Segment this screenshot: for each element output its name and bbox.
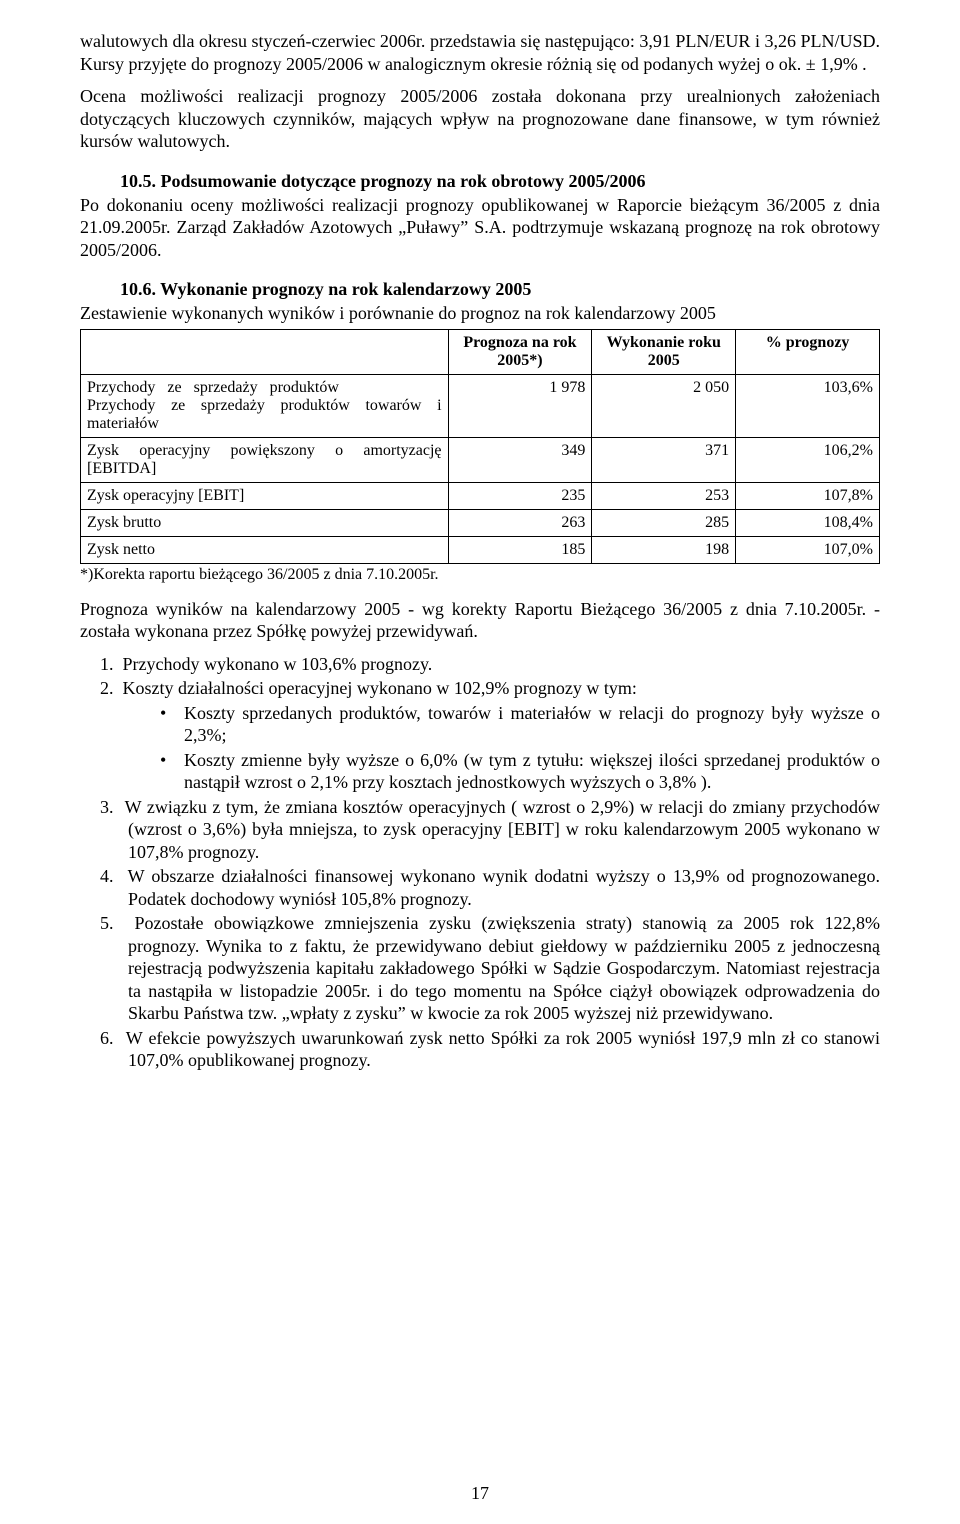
table-cell: 185 bbox=[448, 536, 592, 563]
table-cell: 253 bbox=[592, 482, 736, 509]
table-cell-label: Zysk netto bbox=[81, 536, 449, 563]
bullet-item: Koszty zmienne były wyższe o 6,0% (w tym… bbox=[160, 749, 880, 794]
table-cell: 2 050 bbox=[592, 374, 736, 437]
list-item-number: 4. bbox=[100, 866, 114, 886]
page-number: 17 bbox=[0, 1483, 960, 1504]
table-cell: 107,0% bbox=[736, 536, 880, 563]
intro-paragraph-2: Ocena możliwości realizacji prognozy 200… bbox=[80, 85, 880, 153]
table-cell: 371 bbox=[592, 437, 736, 482]
table-cell: 263 bbox=[448, 509, 592, 536]
after-table-paragraph: Prognoza wyników na kalendarzowy 2005 - … bbox=[80, 598, 880, 643]
table-row: Zysk netto 185 198 107,0% bbox=[81, 536, 880, 563]
table-cell: 108,4% bbox=[736, 509, 880, 536]
table-cell: 349 bbox=[448, 437, 592, 482]
list-item-text: W efekcie powyższych uwarunkowań zysk ne… bbox=[126, 1028, 880, 1071]
table-cell: 285 bbox=[592, 509, 736, 536]
list-item-number: 5. bbox=[100, 913, 114, 933]
list-item-text: Przychody wykonano w 103,6% prognozy. bbox=[123, 654, 433, 674]
table-cell: 107,8% bbox=[736, 482, 880, 509]
table-header-row: Prognoza na rok 2005*) Wykonanie roku 20… bbox=[81, 329, 880, 374]
section-10-6-intro: Zestawienie wykonanych wyników i porówna… bbox=[80, 302, 880, 325]
table-cell-label: Zysk operacyjny powiększony o amortyzacj… bbox=[81, 437, 449, 482]
table-cell: 106,2% bbox=[736, 437, 880, 482]
forecast-table: Prognoza na rok 2005*) Wykonanie roku 20… bbox=[80, 329, 880, 564]
list-item: 2. Koszty działalności operacyjnej wykon… bbox=[100, 677, 880, 794]
list-item: 3. W związku z tym, że zmiana kosztów op… bbox=[100, 796, 880, 864]
table-cell: 198 bbox=[592, 536, 736, 563]
sub-bullet-list: Koszty sprzedanych produktów, towarów i … bbox=[160, 702, 880, 794]
section-10-5-body: Po dokonaniu oceny możliwości realizacji… bbox=[80, 194, 880, 262]
table-row: Zysk operacyjny powiększony o amortyzacj… bbox=[81, 437, 880, 482]
table-cell: 103,6% bbox=[736, 374, 880, 437]
table-row: Zysk operacyjny [EBIT] 235 253 107,8% bbox=[81, 482, 880, 509]
bullet-text: Koszty sprzedanych produktów, towarów i … bbox=[184, 703, 880, 746]
table-header-percent: % prognozy bbox=[736, 329, 880, 374]
table-cell-label: Zysk operacyjny [EBIT] bbox=[81, 482, 449, 509]
list-item: 1. Przychody wykonano w 103,6% prognozy. bbox=[100, 653, 880, 676]
list-item-number: 2. bbox=[100, 678, 114, 698]
intro-paragraph-1: walutowych dla okresu styczeń-czerwiec 2… bbox=[80, 30, 880, 75]
table-row: Przychody ze sprzedaży produktówPrzychod… bbox=[81, 374, 880, 437]
list-item-number: 6. bbox=[100, 1028, 114, 1048]
list-item-text: W związku z tym, że zmiana kosztów opera… bbox=[125, 797, 880, 862]
list-item: 4. W obszarze działalności finansowej wy… bbox=[100, 865, 880, 910]
list-item-text: W obszarze działalności finansowej wykon… bbox=[128, 866, 880, 909]
table-cell-label: Zysk brutto bbox=[81, 509, 449, 536]
document-page: walutowych dla okresu styczeń-czerwiec 2… bbox=[0, 0, 960, 1524]
list-item: 6. W efekcie powyższych uwarunkowań zysk… bbox=[100, 1027, 880, 1072]
table-row: Zysk brutto 263 285 108,4% bbox=[81, 509, 880, 536]
list-item-number: 3. bbox=[100, 797, 114, 817]
bullet-text: Koszty zmienne były wyższe o 6,0% (w tym… bbox=[184, 750, 880, 793]
table-cell: 1 978 bbox=[448, 374, 592, 437]
list-item: 5. Pozostałe obowiązkowe zmniejszenia zy… bbox=[100, 912, 880, 1025]
list-item-text: Pozostałe obowiązkowe zmniejszenia zysku… bbox=[128, 913, 880, 1023]
table-cell-label: Przychody ze sprzedaży produktówPrzychod… bbox=[81, 374, 449, 437]
bullet-item: Koszty sprzedanych produktów, towarów i … bbox=[160, 702, 880, 747]
table-cell: 235 bbox=[448, 482, 592, 509]
numbered-list: 1. Przychody wykonano w 103,6% prognozy.… bbox=[100, 653, 880, 1072]
table-header-forecast: Prognoza na rok 2005*) bbox=[448, 329, 592, 374]
section-10-6-heading: 10.6. Wykonanie prognozy na rok kalendar… bbox=[120, 279, 880, 300]
table-header-actual: Wykonanie roku 2005 bbox=[592, 329, 736, 374]
table-footnote: *)Korekta raportu bieżącego 36/2005 z dn… bbox=[80, 566, 880, 584]
list-item-number: 1. bbox=[100, 654, 114, 674]
list-item-text: Koszty działalności operacyjnej wykonano… bbox=[123, 678, 637, 698]
section-10-5-heading: 10.5. Podsumowanie dotyczące prognozy na… bbox=[120, 171, 880, 192]
table-header-blank bbox=[81, 329, 449, 374]
